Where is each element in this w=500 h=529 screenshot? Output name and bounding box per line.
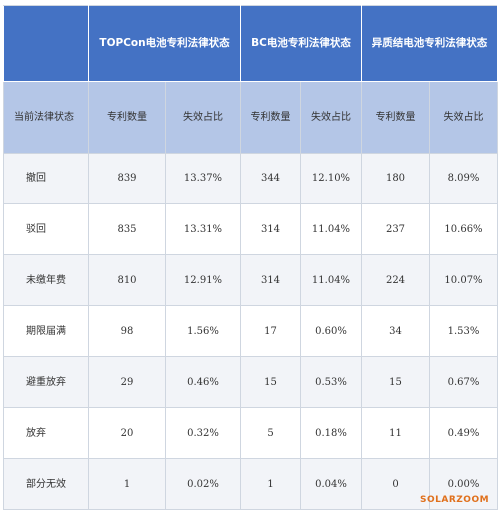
invalid-ratio-cell: 0.02%	[165, 458, 241, 510]
invalid-ratio-cell: 0.18%	[300, 407, 362, 459]
patent-count-cell: 0	[361, 458, 430, 510]
sub-header-count: 专利数量	[88, 81, 166, 154]
invalid-ratio-cell: 0.67%	[429, 356, 498, 408]
invalid-ratio-cell: 13.37%	[165, 153, 241, 204]
patent-status-table: TOPCon电池专利法律状态 BC电池专利法律状态 异质结电池专利法律状态 当前…	[3, 5, 498, 510]
patent-status-table-container: TOPCon电池专利法律状态 BC电池专利法律状态 异质结电池专利法律状态 当前…	[3, 5, 498, 525]
patent-count-cell: 1	[88, 458, 166, 510]
patent-count-cell: 15	[240, 356, 301, 408]
row-label: 放弃	[3, 407, 89, 459]
patent-count-cell: 1	[240, 458, 301, 510]
invalid-ratio-cell: 12.91%	[165, 254, 241, 306]
patent-count-cell: 11	[361, 407, 430, 459]
invalid-ratio-cell: 1.53%	[429, 305, 498, 357]
table-row: 未缴年费 810 12.91% 314 11.04% 224 10.07%	[3, 254, 498, 306]
row-label: 撤回	[3, 153, 89, 204]
table-row: 撤回 839 13.37% 344 12.10% 180 8.09%	[3, 153, 498, 204]
sub-header-row: 当前法律状态 专利数量 失效占比 专利数量 失效占比 专利数量 失效占比	[3, 81, 498, 154]
patent-count-cell: 314	[240, 203, 301, 255]
patent-count-cell: 344	[240, 153, 301, 204]
invalid-ratio-cell: 10.66%	[429, 203, 498, 255]
invalid-ratio-cell: 8.09%	[429, 153, 498, 204]
patent-count-cell: 20	[88, 407, 166, 459]
table-body: 撤回 839 13.37% 344 12.10% 180 8.09% 驳回 835 13.31% 3…	[3, 153, 498, 510]
patent-count-cell: 839	[88, 153, 166, 204]
table-row: 放弃 20 0.32% 5 0.18% 11 0.49%	[3, 407, 498, 459]
row-label: 期限届满	[3, 305, 89, 357]
legal-state-header: 当前法律状态	[3, 81, 89, 154]
sub-header-count: 专利数量	[361, 81, 430, 154]
row-label: 避重放弃	[3, 356, 89, 408]
patent-count-cell: 237	[361, 203, 430, 255]
invalid-ratio-cell: 0.04%	[300, 458, 362, 510]
table-row: 驳回 835 13.31% 314 11.04% 237 10.66%	[3, 203, 498, 255]
invalid-ratio-cell: 11.04%	[300, 203, 362, 255]
group-header-topcon: TOPCon电池专利法律状态	[88, 5, 241, 82]
table-row: 部分无效 1 0.02% 1 0.04% 0 0.00%	[3, 458, 498, 510]
sub-header-ratio: 失效占比	[165, 81, 241, 154]
patent-count-cell: 810	[88, 254, 166, 306]
invalid-ratio-cell: 10.07%	[429, 254, 498, 306]
patent-count-cell: 224	[361, 254, 430, 306]
invalid-ratio-cell: 13.31%	[165, 203, 241, 255]
table-row: 避重放弃 29 0.46% 15 0.53% 15 0.67%	[3, 356, 498, 408]
invalid-ratio-cell: 0.53%	[300, 356, 362, 408]
sub-header-ratio: 失效占比	[429, 81, 498, 154]
group-header-bc: BC电池专利法律状态	[240, 5, 362, 82]
invalid-ratio-cell: 0.46%	[165, 356, 241, 408]
invalid-ratio-cell: 0.00%	[429, 458, 498, 510]
row-label: 部分无效	[3, 458, 89, 510]
row-label: 驳回	[3, 203, 89, 255]
watermark-text: SOLARZOOM	[420, 495, 490, 505]
patent-count-cell: 15	[361, 356, 430, 408]
invalid-ratio-cell: 11.04%	[300, 254, 362, 306]
patent-count-cell: 5	[240, 407, 301, 459]
patent-count-cell: 29	[88, 356, 166, 408]
table-row: 期限届满 98 1.56% 17 0.60% 34 1.53%	[3, 305, 498, 357]
patent-count-cell: 34	[361, 305, 430, 357]
patent-count-cell: 17	[240, 305, 301, 357]
patent-count-cell: 98	[88, 305, 166, 357]
sub-header-count: 专利数量	[240, 81, 301, 154]
patent-count-cell: 180	[361, 153, 430, 204]
invalid-ratio-cell: 0.60%	[300, 305, 362, 357]
corner-cell	[3, 5, 89, 82]
patent-count-cell: 835	[88, 203, 166, 255]
group-header-row: TOPCon电池专利法律状态 BC电池专利法律状态 异质结电池专利法律状态	[3, 5, 498, 82]
group-header-hjt: 异质结电池专利法律状态	[361, 5, 498, 82]
row-label: 未缴年费	[3, 254, 89, 306]
invalid-ratio-cell: 1.56%	[165, 305, 241, 357]
sub-header-ratio: 失效占比	[300, 81, 362, 154]
solarzoom-watermark: SOLARZOOM	[420, 495, 489, 505]
invalid-ratio-cell: 0.49%	[429, 407, 498, 459]
patent-count-cell: 314	[240, 254, 301, 306]
invalid-ratio-cell: 12.10%	[300, 153, 362, 204]
invalid-ratio-cell: 0.32%	[165, 407, 241, 459]
